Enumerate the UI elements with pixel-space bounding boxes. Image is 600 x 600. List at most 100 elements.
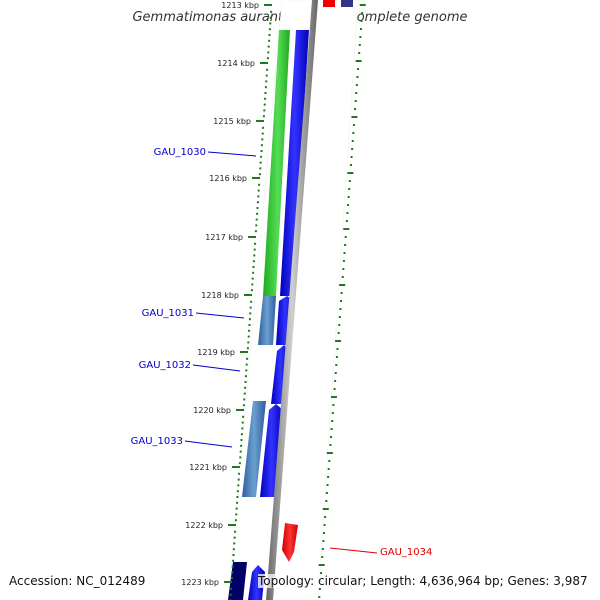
scale-minor-tick bbox=[245, 369, 248, 372]
gc-skew-mark bbox=[337, 332, 340, 334]
scale-minor-tick bbox=[231, 565, 234, 568]
scale-minor-tick bbox=[266, 68, 269, 71]
gc-skew-mark bbox=[361, 12, 364, 14]
scale-minor-tick bbox=[251, 277, 254, 280]
genome-backbone bbox=[266, 0, 318, 600]
scale-minor-tick bbox=[244, 381, 247, 383]
scale-minor-tick bbox=[235, 513, 238, 516]
scale-minor-tick bbox=[230, 577, 233, 580]
scale-minor-tick bbox=[229, 593, 232, 596]
scale-minor-tick bbox=[260, 150, 263, 152]
gc-skew-mark bbox=[360, 20, 363, 22]
gc-skew-mark bbox=[329, 444, 332, 446]
gc-skew-mark bbox=[359, 36, 362, 38]
scale-minor-tick bbox=[249, 312, 252, 315]
gene-label-leader bbox=[207, 151, 257, 157]
scale-minor-tick bbox=[255, 218, 258, 221]
scale-minor-tick bbox=[234, 519, 237, 522]
scale-minor-tick bbox=[233, 542, 236, 545]
scale-minor-tick bbox=[234, 530, 237, 533]
scale-minor-tick bbox=[266, 57, 269, 60]
scale-minor-tick bbox=[256, 201, 259, 204]
gc-skew-mark bbox=[347, 196, 350, 198]
scale-minor-tick bbox=[231, 571, 234, 574]
gc-skew-mark bbox=[358, 44, 361, 46]
gc-skew-mark bbox=[344, 236, 347, 238]
scale-minor-tick bbox=[252, 271, 255, 274]
scale-minor-tick bbox=[257, 195, 260, 198]
scale-minor-tick bbox=[251, 283, 254, 286]
scale-minor-tick bbox=[262, 126, 265, 129]
scale-minor-tick bbox=[247, 341, 250, 344]
scale-minor-tick bbox=[239, 450, 242, 453]
gc-skew-mark bbox=[355, 84, 358, 86]
gc-skew-mark bbox=[331, 412, 334, 414]
scale-minor-tick bbox=[267, 51, 270, 54]
scale-minor-tick bbox=[253, 248, 256, 251]
gene-label[interactable]: GAU_1031 bbox=[142, 308, 194, 319]
scale-minor-tick bbox=[256, 212, 259, 215]
scale-minor-tick bbox=[269, 22, 272, 25]
scale-minor-tick bbox=[257, 189, 260, 192]
gc-skew-mark bbox=[354, 108, 357, 110]
gene-label[interactable]: GAU_1034 bbox=[380, 547, 432, 558]
topology-summary: Topology: circular; Length: 4,636,964 bp… bbox=[258, 574, 588, 588]
gc-skew-mark bbox=[326, 484, 329, 486]
scale-minor-tick bbox=[250, 300, 253, 303]
gc-skew-mark bbox=[326, 452, 333, 454]
scale-minor-tick bbox=[245, 363, 248, 366]
gc-skew-mark bbox=[351, 116, 358, 118]
scale-minor-tick bbox=[248, 318, 251, 321]
gc-skew-mark bbox=[338, 316, 341, 318]
gc-skew-mark bbox=[341, 276, 344, 278]
gc-skew-mark bbox=[347, 204, 350, 206]
scale-tick-label: 1214 kbp bbox=[217, 59, 255, 68]
gc-skew-mark bbox=[343, 252, 346, 254]
gene-label[interactable]: GAU_1032 bbox=[139, 360, 191, 371]
cds-arrow-reverse bbox=[282, 523, 298, 562]
gc-skew-mark bbox=[355, 92, 358, 94]
scale-minor-tick bbox=[240, 439, 243, 441]
gc-skew-mark bbox=[351, 140, 354, 142]
scale-minor-tick bbox=[261, 132, 264, 135]
scale-minor-tick bbox=[243, 392, 246, 395]
gc-skew-mark bbox=[359, 28, 362, 30]
gc-skew-mark bbox=[342, 268, 345, 270]
gc-skew-mark bbox=[348, 180, 351, 182]
scale-minor-tick bbox=[265, 80, 268, 83]
scale-minor-tick bbox=[239, 456, 242, 459]
gc-skew-mark bbox=[344, 244, 347, 246]
gene-label[interactable]: GAU_1033 bbox=[131, 436, 183, 447]
scale-minor-tick bbox=[263, 109, 266, 112]
scale-minor-tick bbox=[242, 415, 245, 418]
scale-minor-tick bbox=[270, 10, 273, 13]
scale-minor-tick bbox=[254, 230, 257, 233]
scale-minor-tick bbox=[259, 167, 262, 170]
scale-tick-label: 1215 kbp bbox=[213, 117, 251, 126]
gc-skew-mark bbox=[354, 100, 357, 102]
scale-minor-tick bbox=[252, 266, 255, 268]
gc-skew-mark bbox=[338, 324, 341, 326]
gc-skew-mark bbox=[334, 372, 337, 374]
scale-minor-tick bbox=[238, 472, 241, 475]
cds-arrow-forward bbox=[280, 30, 309, 296]
scale-minor-tick bbox=[268, 34, 271, 36]
cds-block-top bbox=[341, 0, 353, 7]
gene-label-leader bbox=[192, 364, 241, 372]
scale-minor-tick bbox=[268, 39, 271, 42]
gc-content-low-block bbox=[258, 296, 276, 345]
gc-skew-mark bbox=[352, 124, 355, 126]
gc-skew-mark bbox=[343, 228, 350, 230]
gc-skew-mark bbox=[349, 164, 352, 166]
gc-skew-mark bbox=[324, 516, 327, 518]
scale-minor-tick bbox=[254, 242, 257, 245]
gc-skew-mark bbox=[325, 500, 328, 502]
gene-label-leader bbox=[195, 312, 245, 319]
scale-minor-tick bbox=[269, 16, 272, 19]
gc-skew-mark bbox=[322, 508, 329, 510]
scale-minor-tick bbox=[236, 490, 239, 493]
gc-skew-mark bbox=[342, 260, 345, 262]
gene-label[interactable]: GAU_1030 bbox=[154, 147, 206, 158]
gc-skew-mark bbox=[334, 380, 337, 382]
gc-skew-mark bbox=[318, 596, 321, 598]
